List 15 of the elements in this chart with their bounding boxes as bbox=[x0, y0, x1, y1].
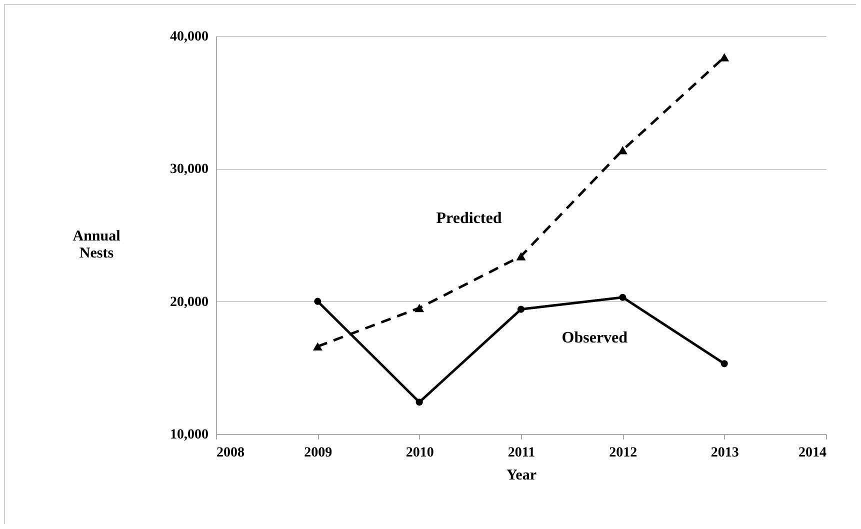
x-tick-label: 2010 bbox=[406, 446, 434, 460]
y-axis-title: Annual Nests bbox=[72, 228, 120, 262]
x-tick-label: 2008 bbox=[216, 446, 244, 460]
x-tick-label: 2012 bbox=[609, 446, 638, 460]
y-tick-label: 10,000 bbox=[170, 428, 208, 442]
x-tick-label: 2013 bbox=[710, 446, 739, 460]
series-label: Observed bbox=[562, 329, 628, 346]
x-tick-label: 2009 bbox=[304, 446, 332, 460]
x-axis-title: Year bbox=[506, 468, 537, 484]
y-tick-label: 20,000 bbox=[170, 294, 208, 310]
x-tick-label: 2014 bbox=[798, 446, 826, 460]
x-tick-label: 2011 bbox=[508, 446, 536, 460]
series-label: Predicted bbox=[436, 210, 502, 228]
y-tick-label: 30,000 bbox=[170, 162, 208, 178]
y-tick-label: 40,000 bbox=[170, 30, 208, 44]
